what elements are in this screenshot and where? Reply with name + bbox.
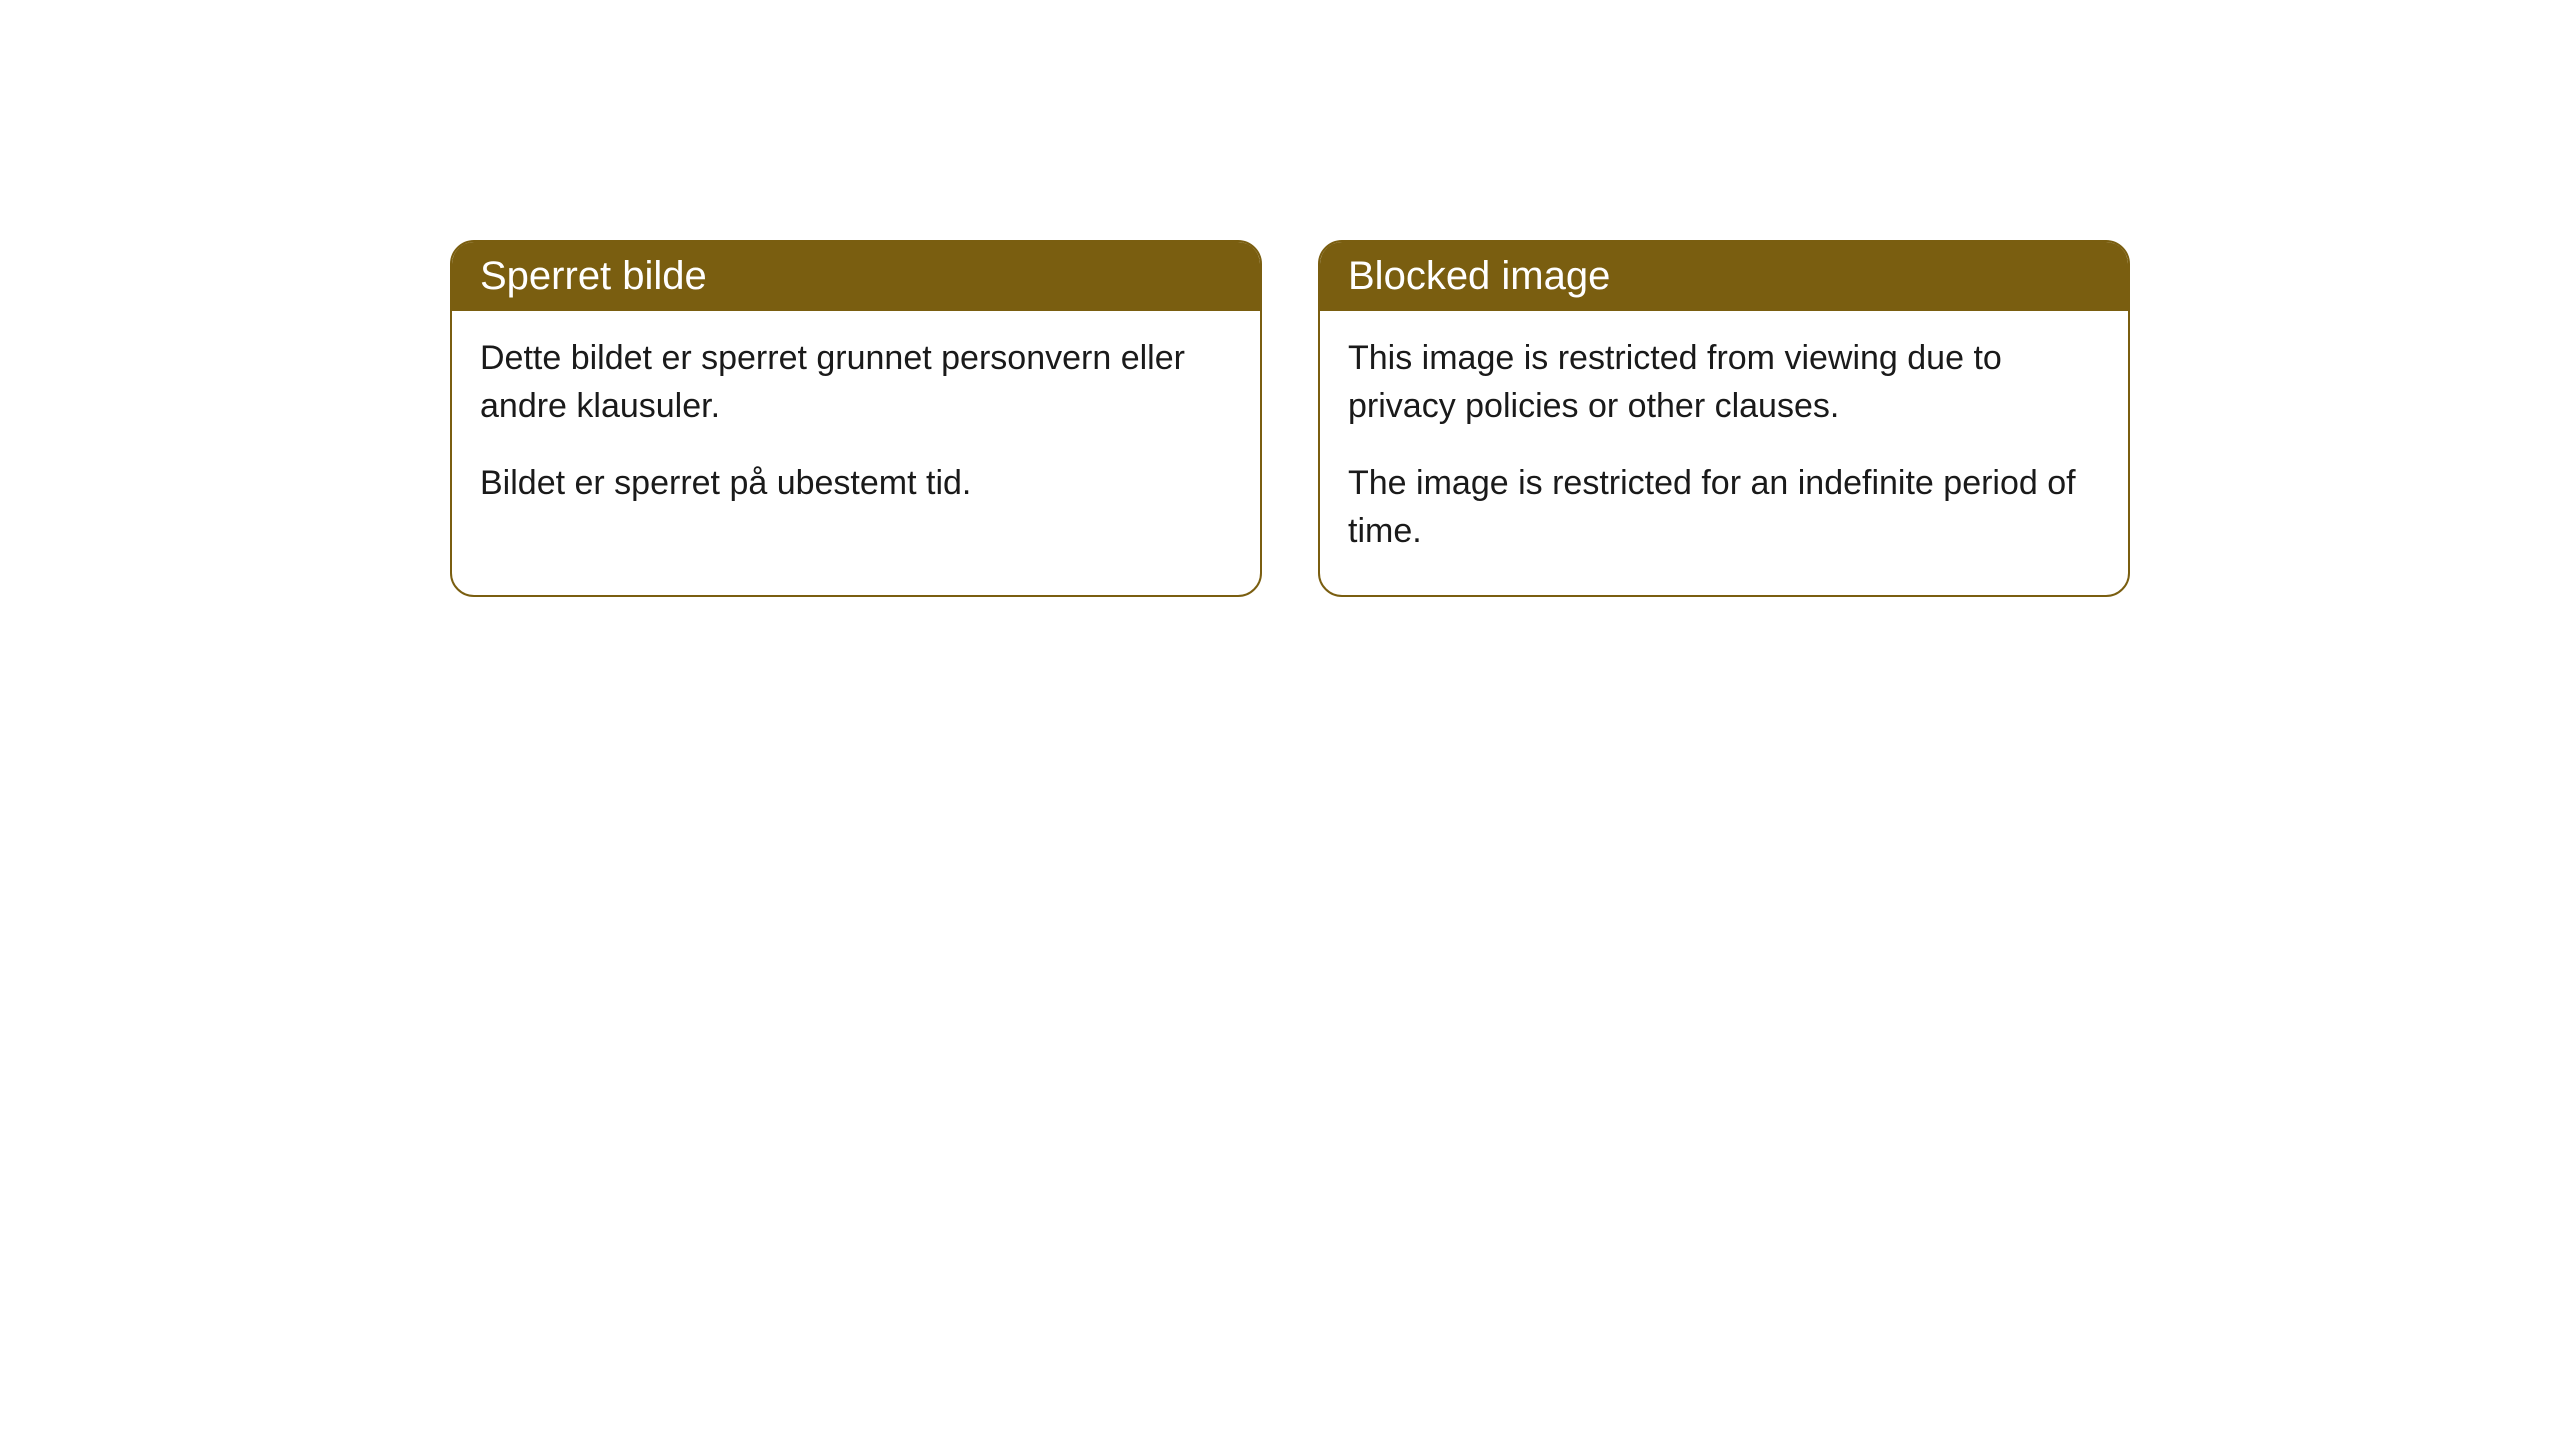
card-container: Sperret bilde Dette bildet er sperret gr… — [0, 0, 2560, 597]
card-english: Blocked image This image is restricted f… — [1318, 240, 2130, 597]
card-paragraph-1: This image is restricted from viewing du… — [1348, 335, 2100, 430]
card-paragraph-2: Bildet er sperret på ubestemt tid. — [480, 460, 1232, 508]
card-norwegian: Sperret bilde Dette bildet er sperret gr… — [450, 240, 1262, 597]
card-paragraph-2: The image is restricted for an indefinit… — [1348, 460, 2100, 555]
card-body-norwegian: Dette bildet er sperret grunnet personve… — [452, 311, 1260, 548]
card-header-norwegian: Sperret bilde — [452, 242, 1260, 311]
card-header-english: Blocked image — [1320, 242, 2128, 311]
card-body-english: This image is restricted from viewing du… — [1320, 311, 2128, 595]
card-paragraph-1: Dette bildet er sperret grunnet personve… — [480, 335, 1232, 430]
